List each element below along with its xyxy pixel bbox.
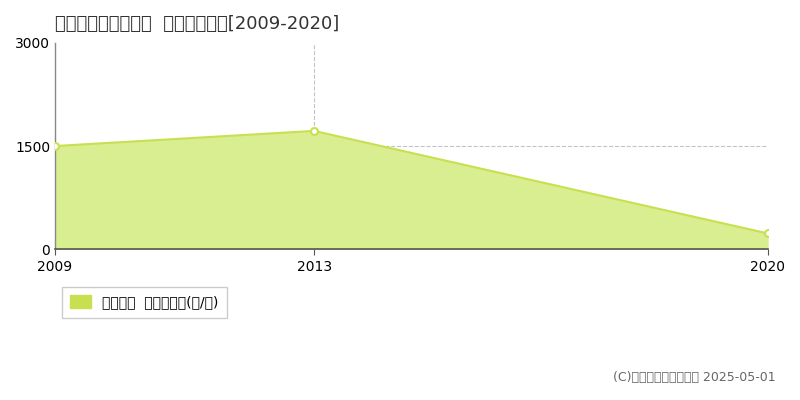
Text: (C)土地価格ドットコム 2025-05-01: (C)土地価格ドットコム 2025-05-01 [614,371,776,384]
Legend: 林地価格  平均啶単価(円/啶): 林地価格 平均啶単価(円/啶) [62,287,227,318]
Text: 可児郡御崠町上恵土  林地価格推移[2009-2020]: 可児郡御崠町上恵土 林地価格推移[2009-2020] [55,15,339,33]
